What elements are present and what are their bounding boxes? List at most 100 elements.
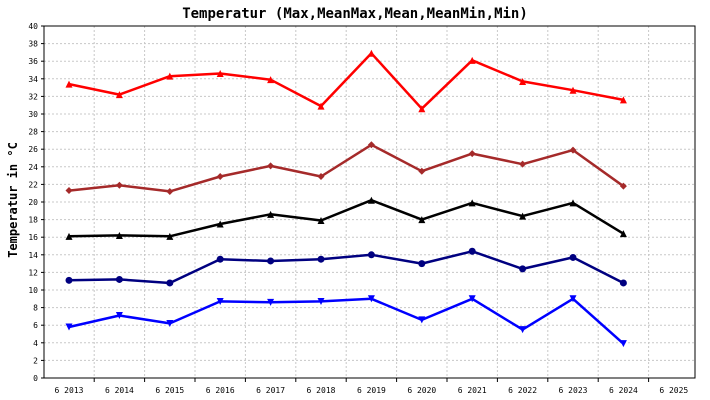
data-point-meanmax [418, 167, 426, 175]
y-tick-label: 30 [28, 110, 38, 119]
data-point-mean [216, 220, 224, 228]
data-point-meanmin [519, 265, 527, 273]
data-point-min [418, 316, 426, 324]
data-point-max [619, 96, 627, 104]
data-point-meanmax [115, 181, 123, 189]
data-point-mean [115, 231, 123, 239]
x-tick-label: 6 2017 [256, 386, 285, 395]
data-point-max [317, 102, 325, 110]
data-point-mean [267, 210, 275, 218]
data-point-meanmax [569, 146, 577, 154]
y-tick-label: 36 [28, 57, 38, 66]
data-point-mean [569, 199, 577, 207]
y-tick-label: 20 [28, 198, 38, 207]
y-tick-label: 8 [33, 304, 38, 313]
y-tick-label: 16 [28, 233, 38, 242]
data-point-meanmax [65, 187, 73, 195]
series-line-mean [68, 198, 625, 238]
data-point-meanmin [468, 247, 476, 255]
data-point-min [267, 298, 275, 306]
axes [41, 25, 696, 382]
series-max [65, 49, 627, 113]
y-tick-label: 34 [28, 75, 38, 84]
data-point-mean [367, 196, 375, 204]
series-line-meanmin [68, 250, 624, 285]
data-point-meanmax [267, 162, 275, 170]
data-point-max [367, 49, 375, 57]
series-meanmin [65, 247, 627, 287]
data-point-meanmax [367, 141, 375, 149]
data-point-meanmin [418, 260, 426, 268]
data-point-mean [468, 199, 476, 207]
x-tick-label: 6 2019 [357, 386, 386, 395]
data-point-max [65, 80, 73, 88]
y-tick-label: 18 [28, 216, 38, 225]
x-tick-label: 6 2021 [458, 386, 487, 395]
x-tick-label: 6 2024 [609, 386, 638, 395]
data-series [65, 49, 627, 348]
y-axis-label: Temperatur in °C [6, 142, 20, 258]
y-tick-label: 14 [28, 251, 38, 260]
data-point-meanmin [317, 255, 325, 263]
data-point-max [216, 70, 224, 78]
data-point-mean [166, 232, 174, 240]
series-min [65, 295, 627, 348]
data-point-min [65, 323, 73, 331]
plot-border [43, 25, 696, 379]
data-point-min [115, 312, 123, 320]
y-tick-label: 22 [28, 180, 38, 189]
data-point-meanmin [619, 279, 627, 287]
data-point-max [267, 76, 275, 84]
data-point-meanmin [367, 251, 375, 259]
y-tick-label: 26 [28, 145, 38, 154]
data-point-min [619, 340, 627, 348]
series-meanmax [65, 141, 627, 195]
data-point-max [519, 77, 527, 85]
data-point-mean [418, 216, 426, 224]
y-tick-label: 28 [28, 128, 38, 137]
data-point-meanmax [216, 172, 224, 180]
data-point-meanmax [468, 150, 476, 158]
data-point-max [418, 105, 426, 113]
y-tick-label: 24 [28, 163, 38, 172]
data-point-max [166, 72, 174, 80]
data-point-meanmax [166, 187, 174, 195]
y-tick-label: 32 [28, 92, 38, 101]
y-tick-label: 40 [28, 22, 38, 31]
data-point-min [519, 326, 527, 334]
data-point-meanmax [619, 182, 627, 190]
x-tick-label: 6 2018 [307, 386, 336, 395]
series-line-meanmax [68, 143, 625, 193]
x-tick-label: 6 2016 [206, 386, 235, 395]
x-tick-labels: 6 2013 6 2014 6 2015 6 2016 6 2017 6 2018 6 20… [55, 386, 689, 395]
data-point-min [569, 295, 577, 303]
data-point-meanmin [216, 255, 224, 263]
x-tick-label: 6 2022 [508, 386, 537, 395]
y-tick-label: 2 [33, 356, 38, 365]
data-point-mean [619, 230, 627, 238]
data-point-max [115, 91, 123, 99]
y-tick-label: 6 [33, 321, 38, 330]
data-point-max [468, 56, 476, 64]
data-point-min [166, 319, 174, 327]
series-line-max [68, 52, 624, 110]
chart-title: Temperatur (Max,MeanMax,Mean,MeanMin,Min… [182, 6, 528, 22]
x-tick-label: 6 2015 [155, 386, 184, 395]
data-point-max [569, 86, 577, 94]
y-tick-label: 10 [28, 286, 38, 295]
data-point-meanmax [317, 172, 325, 180]
data-point-meanmax [519, 160, 527, 168]
data-point-meanmin [65, 276, 73, 284]
data-point-meanmin [569, 253, 577, 261]
x-tick-label: 6 2023 [559, 386, 588, 395]
data-point-mean [317, 216, 325, 224]
y-tick-label: 0 [33, 374, 38, 383]
x-tick-label: 6 2025 [659, 386, 688, 395]
y-tick-label: 12 [28, 268, 38, 277]
x-tick-label: 6 2014 [105, 386, 134, 395]
data-point-mean [519, 212, 527, 220]
series-mean [65, 196, 627, 240]
